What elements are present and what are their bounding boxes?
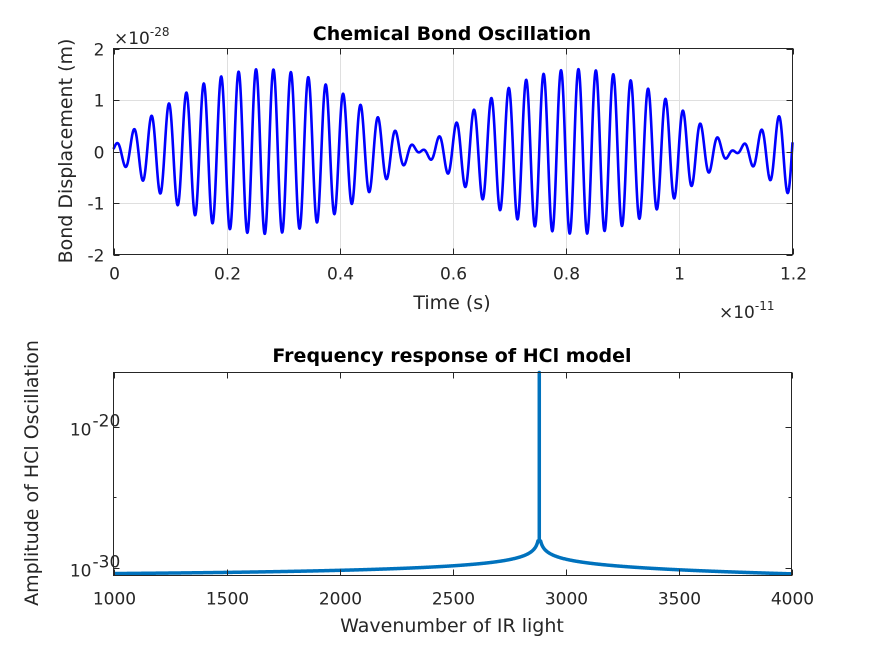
bottom-plot-x-tick-label: 1000 (93, 590, 136, 610)
bottom-plot-ticks (113, 372, 793, 576)
top-plot-series-group (112, 67, 794, 236)
bottom-plot-y-tick-label: 10 (70, 562, 92, 582)
top-plot-ticks (113, 48, 794, 256)
bottom-plot-x-tick-labels: 1000 1500 2000 2500 3000 3500 4000 (93, 590, 814, 610)
top-plot-x-tick-label: 0.8 (553, 265, 580, 285)
top-plot-x-tick-label: 0 (109, 265, 120, 285)
bottom-plot-x-tick-label: 2000 (319, 590, 362, 610)
top-plot-y-tick-label: 1 (94, 92, 105, 112)
top-plot-y-axis-label: Bond Displacement (m) (55, 39, 77, 264)
top-plot-y-exponent-power: -28 (150, 25, 170, 39)
top-plot-x-tick-labels: 0 0.2 0.4 0.6 0.8 1 1.2 (109, 265, 807, 285)
bottom-plot-x-tick-label: 1500 (206, 590, 249, 610)
top-plot-y-tick-labels: -2 -1 0 1 2 (88, 41, 105, 267)
top-plot-y-tick-label: 0 (94, 144, 105, 164)
top-plot-y-exponent-base: ×10 (114, 29, 150, 49)
top-plot-x-tick-label: 0.4 (327, 265, 354, 285)
bottom-plot-series-group (112, 370, 793, 576)
top-plot-x-tick-label: 0.6 (440, 265, 467, 285)
bottom-plot-title: Frequency response of HCl model (272, 345, 631, 367)
top-plot-y-tick-label: 2 (94, 41, 105, 61)
top-plot-x-exponent-power: -11 (755, 299, 775, 313)
top-plot-y-tick-label: -1 (88, 195, 105, 215)
bottom-plot-y-tick-label: 10 (70, 421, 92, 441)
bottom-plot-frame (113, 372, 792, 576)
bottom-plot-x-axis-label: Wavenumber of IR light (340, 615, 564, 637)
bottom-plot-x-tick-label: 3000 (545, 590, 588, 610)
top-plot-x-exponent: ×10-11 (719, 299, 775, 323)
bottom-plot-x-tick-label: 2500 (432, 590, 475, 610)
bottom-plot-y-tick-exponent: -20 (93, 412, 121, 432)
bottom-plot-y-tick-exponent: -30 (93, 553, 121, 573)
bottom-plot-x-tick-label: 3500 (658, 590, 701, 610)
top-plot-series-line (112, 67, 794, 236)
top-plot-y-tick-label: -2 (88, 247, 105, 267)
top-plot: 0 0.2 0.4 0.6 0.8 1 1.2 -2 -1 0 1 2 Chemical Bond … (55, 23, 807, 323)
bottom-plot-series-line (112, 370, 793, 576)
top-plot-title: Chemical Bond Oscillation (313, 23, 591, 45)
top-plot-x-exponent-base: ×10 (719, 303, 755, 323)
bottom-plot-x-tick-label: 4000 (771, 590, 814, 610)
bottom-plot-y-axis-label: Amplitude of HCl Oscillation (21, 340, 43, 606)
top-plot-x-axis-label: Time (s) (412, 292, 490, 314)
top-plot-y-exponent: ×10-28 (114, 25, 170, 49)
top-plot-x-tick-label: 1.2 (780, 265, 807, 285)
top-plot-x-tick-label: 1 (674, 265, 685, 285)
top-plot-x-tick-label: 0.2 (214, 265, 241, 285)
